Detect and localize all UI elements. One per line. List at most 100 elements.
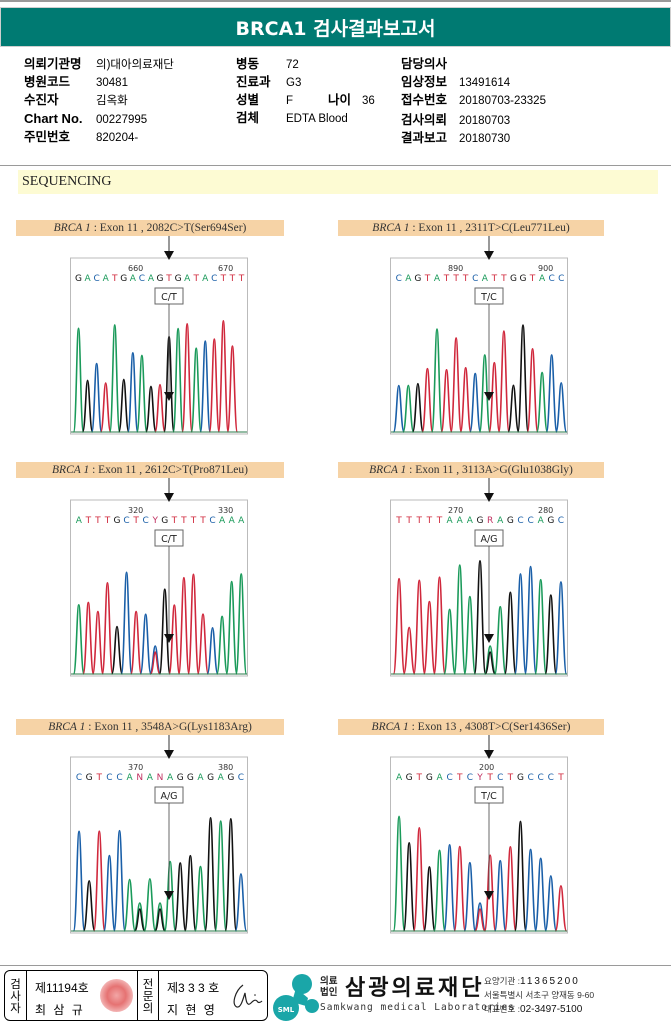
trace-peak [463, 861, 477, 932]
trace-peak [196, 613, 210, 675]
trace-peak [235, 573, 248, 675]
trace-peak-secondary [484, 651, 496, 675]
base-call: G [517, 773, 524, 783]
base-call: A [497, 516, 504, 526]
chromatogram-6: 200 A G T G A C T C Y T C T G C C C T T/C [390, 735, 568, 940]
base-call: Y [151, 516, 158, 526]
seal-stamp-icon [100, 979, 133, 1012]
trace-peak [72, 830, 86, 932]
base-call: A [197, 773, 204, 783]
trace-peak [120, 571, 133, 675]
trace-peak [402, 626, 416, 675]
trace-peak [412, 826, 426, 932]
arrow-down-icon [164, 750, 174, 759]
base-call: A [447, 516, 454, 526]
trace-peak [473, 902, 487, 932]
arrow-down-icon [484, 750, 494, 759]
trace-peak [91, 610, 104, 675]
base-call: T [462, 274, 469, 284]
trace-peak [224, 817, 238, 932]
base-call: A [184, 274, 191, 284]
trace-peak [534, 578, 548, 675]
info-specimen: 검체 EDTA Blood [236, 110, 348, 125]
trace-peak [226, 345, 239, 433]
info-receipt-no: 접수번호 20180703-23325 [401, 92, 546, 107]
genotype-call: A/G [480, 534, 497, 545]
info-department: 진료과 G3 [236, 74, 302, 89]
trace-peak [503, 591, 517, 675]
base-call: G [507, 516, 514, 526]
position-tick-label: 670 [218, 264, 233, 273]
section-title: SEQUENCING [18, 170, 658, 194]
trace-peak [183, 854, 197, 932]
trace-peak [158, 588, 171, 675]
specialist-name: 지 현 영 [167, 1003, 217, 1017]
base-call: C [238, 773, 244, 783]
base-call: A [405, 274, 412, 284]
trace-peak [204, 816, 217, 932]
base-call: C [76, 773, 82, 783]
trace-peak [92, 830, 106, 932]
base-call: C [497, 773, 503, 783]
base-call: C [211, 274, 217, 284]
base-call: G [207, 773, 214, 783]
base-call: G [114, 516, 121, 526]
trace-peak [554, 581, 568, 675]
arrow-down-icon [484, 493, 494, 502]
base-call: C [517, 516, 523, 526]
trace-peak [225, 580, 238, 675]
trace-peak [130, 610, 143, 675]
trace-peak [72, 327, 85, 433]
base-call: T [85, 516, 92, 526]
base-call: G [520, 274, 527, 284]
base-call: T [436, 516, 443, 526]
base-call: C [467, 773, 473, 783]
trace-peak [145, 385, 157, 433]
base-call: T [238, 274, 245, 284]
panel-label-3: BRCA 1 : Exon 11 , 2612C>T(Pro871Leu) [16, 462, 284, 478]
trace-peak [411, 382, 424, 433]
base-call: G [547, 516, 554, 526]
base-call: C [527, 773, 533, 783]
trace-peak [443, 844, 457, 932]
trace-peak [190, 347, 202, 433]
base-call: T [104, 516, 111, 526]
panel-label-1: BRCA 1 : Exon 11 , 2082C>T(Ser694Ser) [16, 220, 284, 236]
chromatogram-2: 890 900 C A G T A T T T C A T T G G T A C C T/C [390, 236, 568, 441]
base-call: T [190, 516, 197, 526]
trace-peak [402, 384, 415, 433]
trace-peak [534, 857, 548, 932]
info-report-date: 결과보고 20180730 [401, 130, 511, 145]
org-code: 요양기관 :11365200 [484, 976, 580, 987]
base-call: G [510, 274, 517, 284]
base-call: C [558, 274, 564, 284]
base-call: A [130, 274, 137, 284]
chromatogram-4: 270 280 T T T T T A A A G R A G C C A G C A/G [390, 478, 568, 683]
signature-icon [233, 984, 263, 1008]
position-tick-label: 900 [538, 264, 553, 273]
base-call: C [548, 773, 554, 783]
base-call: G [426, 773, 433, 783]
variant-arrow-icon [484, 392, 494, 401]
trace-peak [136, 354, 148, 433]
chromatogram-1: 660 670 G A C A T G A C A G T G A T A C T T T C/T [70, 236, 248, 441]
logo-text: SML [278, 1006, 295, 1014]
base-call: T [452, 274, 459, 284]
base-call: C [106, 773, 112, 783]
panel-label-6: BRCA 1 : Exon 13 , 4308T>C(Ser1436Ser) [338, 719, 604, 735]
trace-peak [139, 613, 152, 675]
base-call: A [396, 773, 403, 783]
variant-arrow-icon [484, 634, 494, 643]
position-tick-label: 370 [128, 763, 143, 772]
genotype-call: T/C [480, 292, 497, 303]
base-call: C [139, 274, 145, 284]
trace-peak [153, 902, 167, 932]
org-english-name: Samkwang medical Laboratories [320, 1002, 515, 1013]
base-call: Y [476, 773, 483, 783]
base-call: C [538, 773, 544, 783]
trace-peak [133, 902, 147, 932]
